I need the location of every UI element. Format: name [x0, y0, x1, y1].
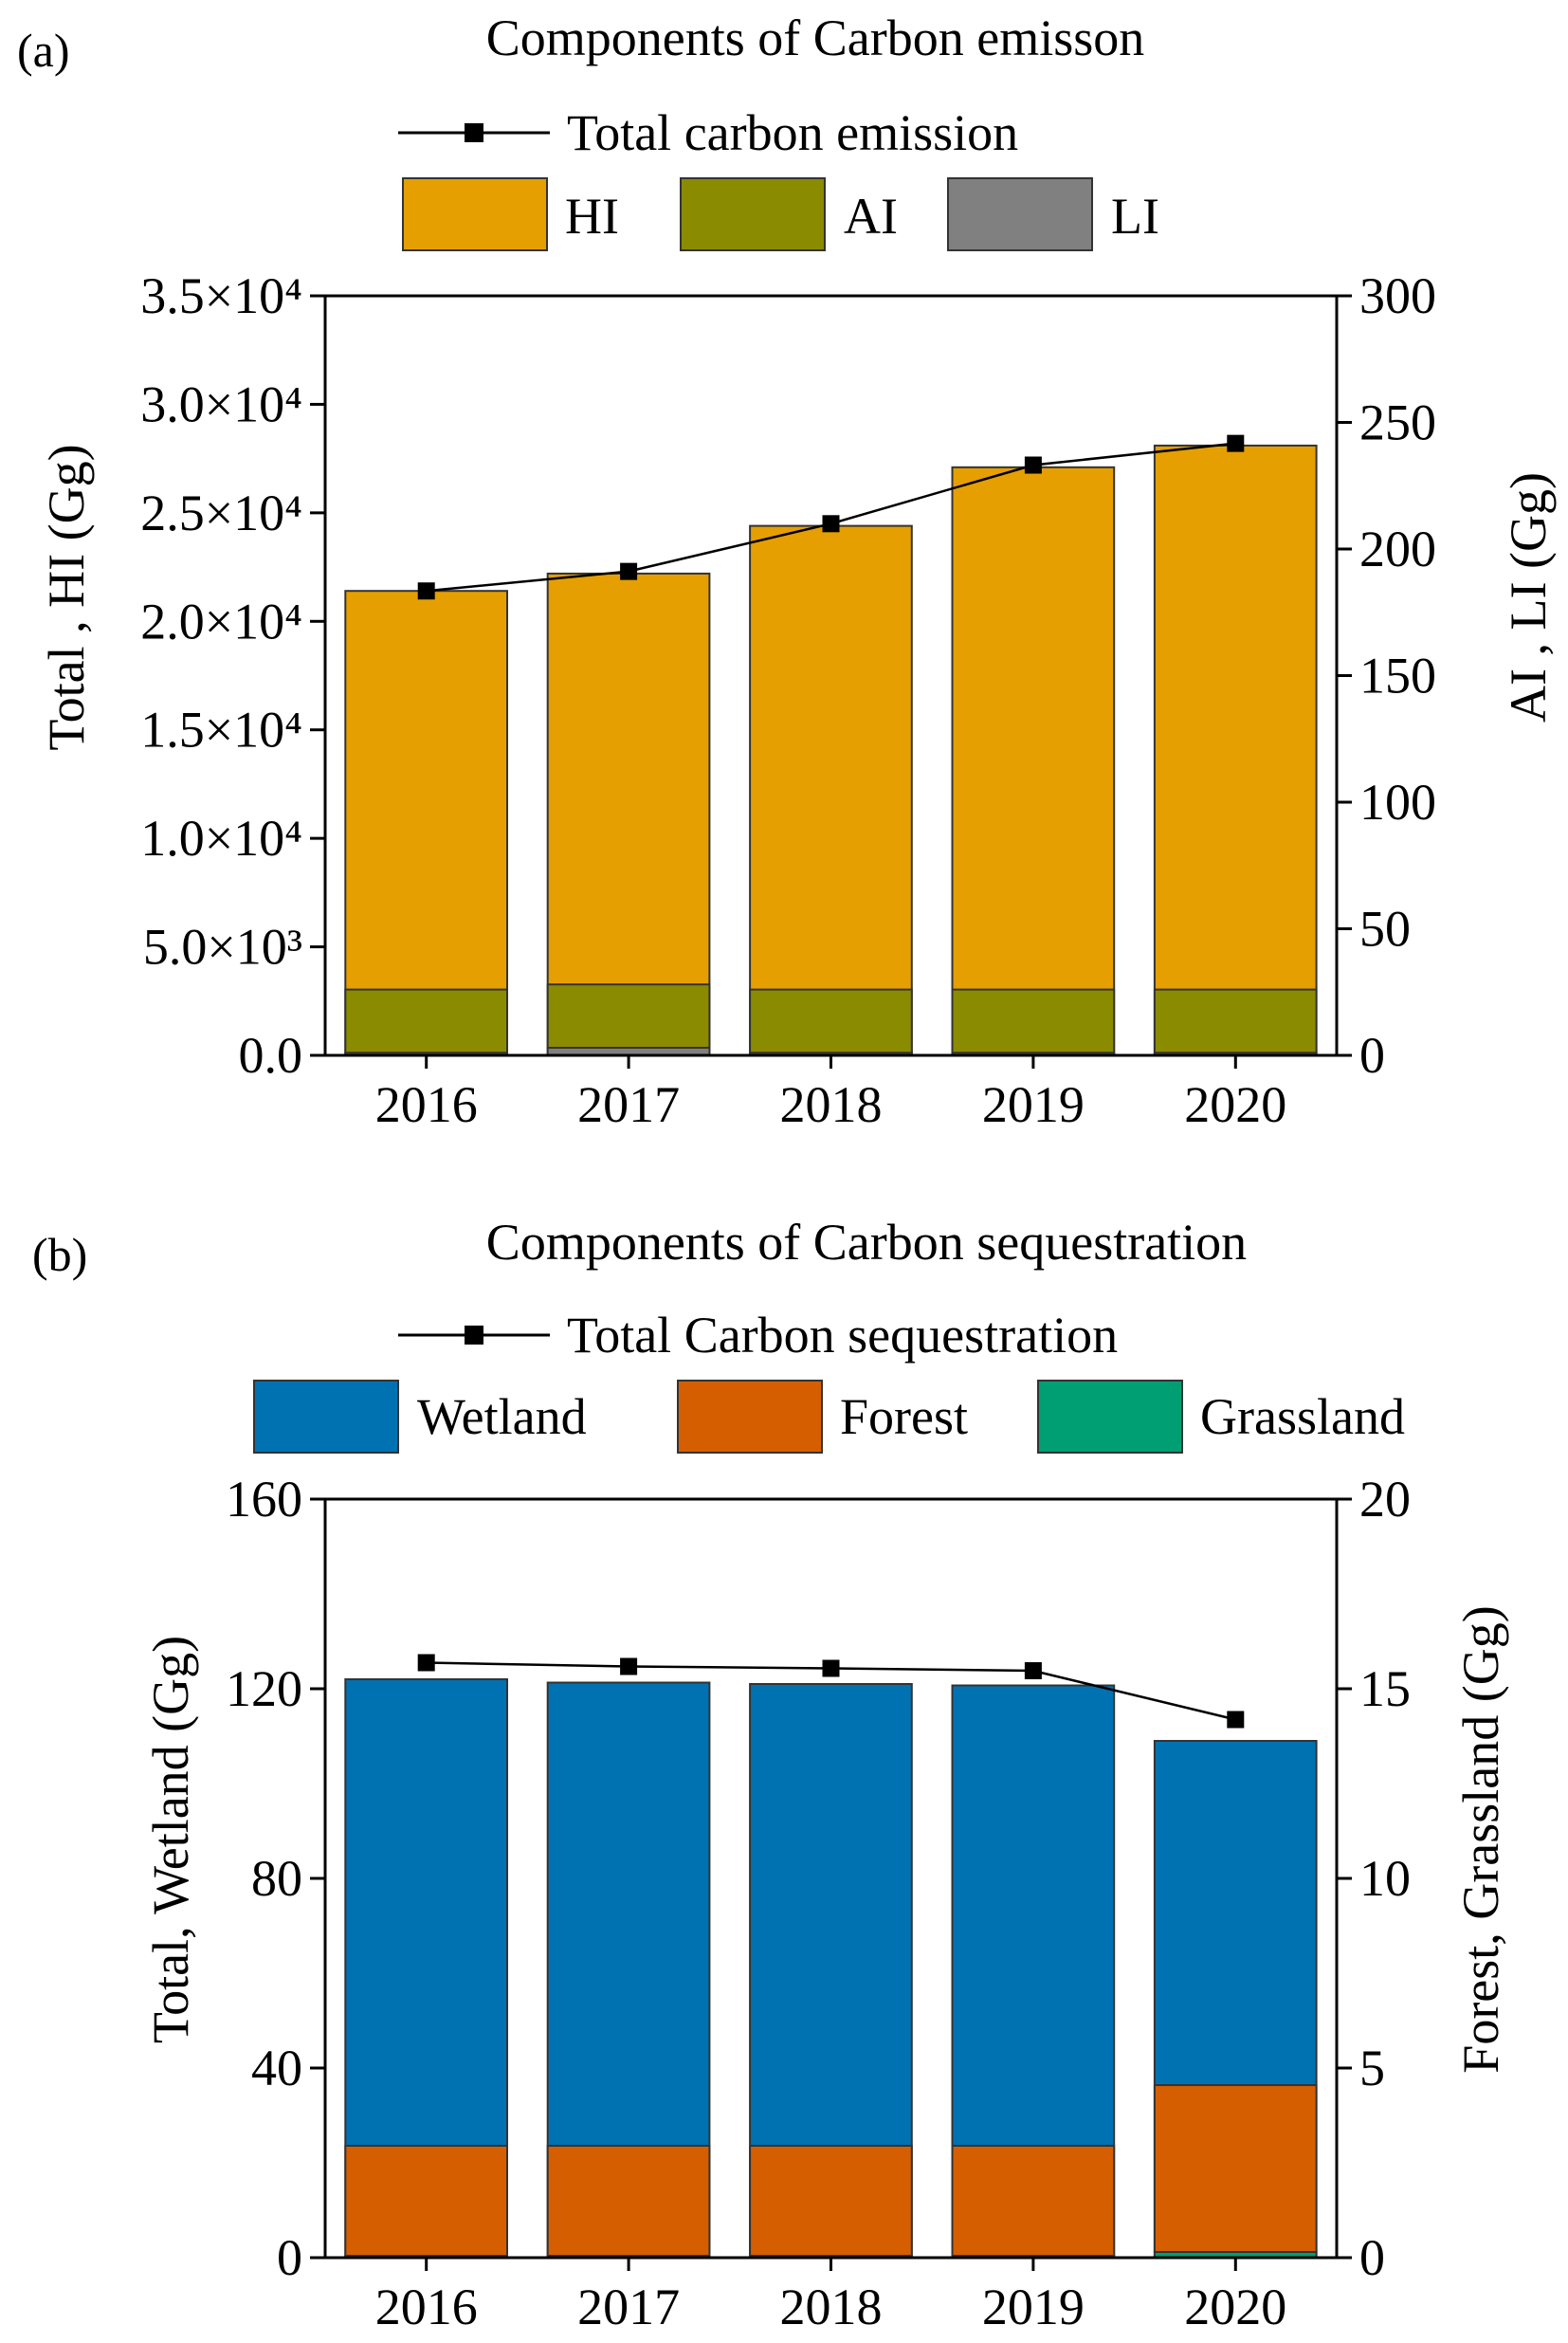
panel-a-ytick-left-label: 1.0×10⁴	[140, 810, 302, 867]
panel-b-total-point-2017	[620, 1657, 638, 1675]
panel-a-total-point-2018	[822, 515, 840, 533]
panel-b-ytick-right-label: 5	[1359, 2040, 1385, 2096]
panel-b-title: Components of Carbon sequestration	[486, 1214, 1247, 1271]
panel-a-bar-ai-2017	[546, 983, 711, 1049]
panel-a-total-point-2017	[620, 562, 638, 580]
panel-b-ytick-left-label: 0	[277, 2229, 302, 2286]
panel-a: (a) Components of Carbon emisson Total c…	[17, 9, 1557, 1133]
panel-a-bar-ai-2020	[1153, 988, 1318, 1054]
panel-a-ytick-left-label: 2.5×10⁴	[140, 485, 302, 541]
panel-b-plot-area: 0 40 80 120 160 0 5 10 15 20 2016 2017 2018 2019 2020	[226, 1471, 1411, 2335]
panel-b-ytick-right-label: 0	[1359, 2229, 1385, 2286]
panel-b-total-point-2016	[417, 1654, 435, 1672]
panel-a-bar-ai-2019	[951, 988, 1116, 1054]
panel-b-ytick-right-label: 10	[1359, 1850, 1411, 1907]
panel-b-ytick-left-label: 120	[226, 1660, 302, 1717]
panel-a-xtick-label: 2018	[780, 1076, 883, 1133]
panel-a-total-point-2019	[1024, 456, 1042, 474]
legend-swatch-wetland	[253, 1380, 399, 1454]
legend-total-emission-label: Total carbon emission	[567, 104, 1018, 161]
panel-a-ytick-left-label: 2.0×10⁴	[140, 593, 302, 650]
panel-b-xtick-label: 2018	[780, 2279, 883, 2335]
panel-a-bar-ai-2016	[344, 988, 508, 1054]
panel-a-ytick-left-label: 3.5×10⁴	[140, 267, 302, 324]
panel-b-ylabel-right: Forest, Grassland (Gg)	[1452, 1605, 1509, 2073]
legend-bars-b: Wetland Forest Grassland	[253, 1380, 1405, 1454]
legend-swatch-hi	[402, 177, 548, 251]
legend-label-wetland: Wetland	[417, 1388, 587, 1445]
panel-b-xtick-label: 2020	[1184, 2279, 1286, 2335]
legend-bars-a: HI AI LI	[402, 177, 1159, 251]
panel-b-ylabel-left: Total, Wetland (Gg)	[142, 1636, 199, 2043]
panel-a-xtick-label: 2020	[1184, 1076, 1286, 1133]
legend-swatch-ai	[680, 177, 826, 251]
panel-a-ytick-right-label: 250	[1359, 394, 1436, 451]
panel-a-ytick-left-label: 0.0	[239, 1027, 303, 1084]
panel-a-bar-hi-2020	[1153, 444, 1318, 1056]
panel-a-xtick-label: 2017	[577, 1076, 680, 1133]
legend-label-ai: AI	[844, 188, 898, 245]
legend-label-grassland: Grassland	[1200, 1388, 1405, 1445]
panel-a-ylabel-left: Total , HI (Gg)	[38, 444, 95, 750]
panel-a-ytick-right-label: 50	[1359, 901, 1411, 958]
panel-b-ytick-left-label: 160	[226, 1471, 302, 1528]
legend-total-sequestration-label: Total Carbon sequestration	[567, 1307, 1118, 1364]
panel-b-ytick-right-label: 20	[1359, 1471, 1411, 1528]
panel-b-bar-forest-2018	[749, 2145, 913, 2257]
legend-total-emission: Total carbon emission	[398, 104, 1018, 161]
panel-b-ytick-left-label: 80	[251, 1850, 302, 1907]
panel-a-bar-hi-2019	[951, 466, 1116, 1056]
panel-a-ytick-right-label: 150	[1359, 648, 1436, 705]
panel-b-bar-forest-2017	[546, 2145, 711, 2257]
panel-a-ytick-right-label: 300	[1359, 267, 1436, 324]
panel-a-bar-hi-2018	[749, 524, 913, 1056]
panel-b-bar-forest-2016	[344, 2145, 508, 2257]
legend-swatch-forest	[677, 1380, 823, 1454]
legend-square-marker	[465, 1326, 483, 1345]
panel-a-ytick-right-label: 200	[1359, 521, 1436, 577]
panel-a-xtick-label: 2019	[982, 1076, 1085, 1133]
panel-b-bar-forest-2020	[1153, 2084, 1318, 2253]
panel-a-ytick-left-label: 5.0×10³	[143, 919, 302, 976]
panel-b-total-point-2018	[822, 1659, 840, 1677]
legend-label-li: LI	[1111, 188, 1159, 245]
panel-a-bar-ai-2018	[749, 988, 913, 1054]
panel-a-title: Components of Carbon emisson	[486, 9, 1144, 66]
legend-swatch-grassland	[1037, 1380, 1183, 1454]
panel-a-ytick-right-label: 100	[1359, 774, 1436, 831]
panel-b-xtick-label: 2019	[982, 2279, 1085, 2335]
panel-a-bar-hi-2017	[546, 572, 711, 1057]
legend-label-hi: HI	[565, 188, 619, 245]
legend-swatch-li	[947, 177, 1093, 251]
panel-a-ylabel-right: AI , LI (Gg)	[1500, 472, 1557, 723]
panel-b-ytick-left-label: 40	[251, 2040, 302, 2096]
legend-square-marker	[465, 123, 483, 142]
panel-b-total-point-2020	[1227, 1711, 1245, 1729]
panel-a-label: (a)	[17, 24, 70, 77]
panel-b-xtick-label: 2017	[577, 2279, 680, 2335]
panel-a-plot-area: 0.0 5.0×10³ 1.0×10⁴ 1.5×10⁴ 2.0×10⁴ 2.5×10⁴ 3.…	[140, 267, 1436, 1133]
panel-a-ytick-right-label: 0	[1359, 1027, 1385, 1084]
panel-a-total-point-2020	[1227, 434, 1245, 452]
panel-b-ytick-right-label: 15	[1359, 1660, 1411, 1717]
panel-b-total-point-2019	[1024, 1662, 1042, 1679]
panel-b-label: (b)	[32, 1228, 87, 1281]
panel-b: (b) Components of Carbon sequestration T…	[32, 1214, 1509, 2335]
panel-a-ytick-left-label: 3.0×10⁴	[140, 375, 302, 432]
panel-a-total-point-2016	[417, 582, 435, 600]
legend-total-sequestration: Total Carbon sequestration	[398, 1307, 1118, 1364]
panel-a-ytick-left-label: 1.5×10⁴	[140, 702, 302, 759]
panel-b-xtick-label: 2016	[375, 2279, 478, 2335]
panel-a-bar-hi-2016	[344, 590, 508, 1056]
panel-b-bar-forest-2019	[951, 2145, 1116, 2257]
panel-a-xtick-label: 2016	[375, 1076, 478, 1133]
legend-label-forest: Forest	[840, 1388, 968, 1445]
